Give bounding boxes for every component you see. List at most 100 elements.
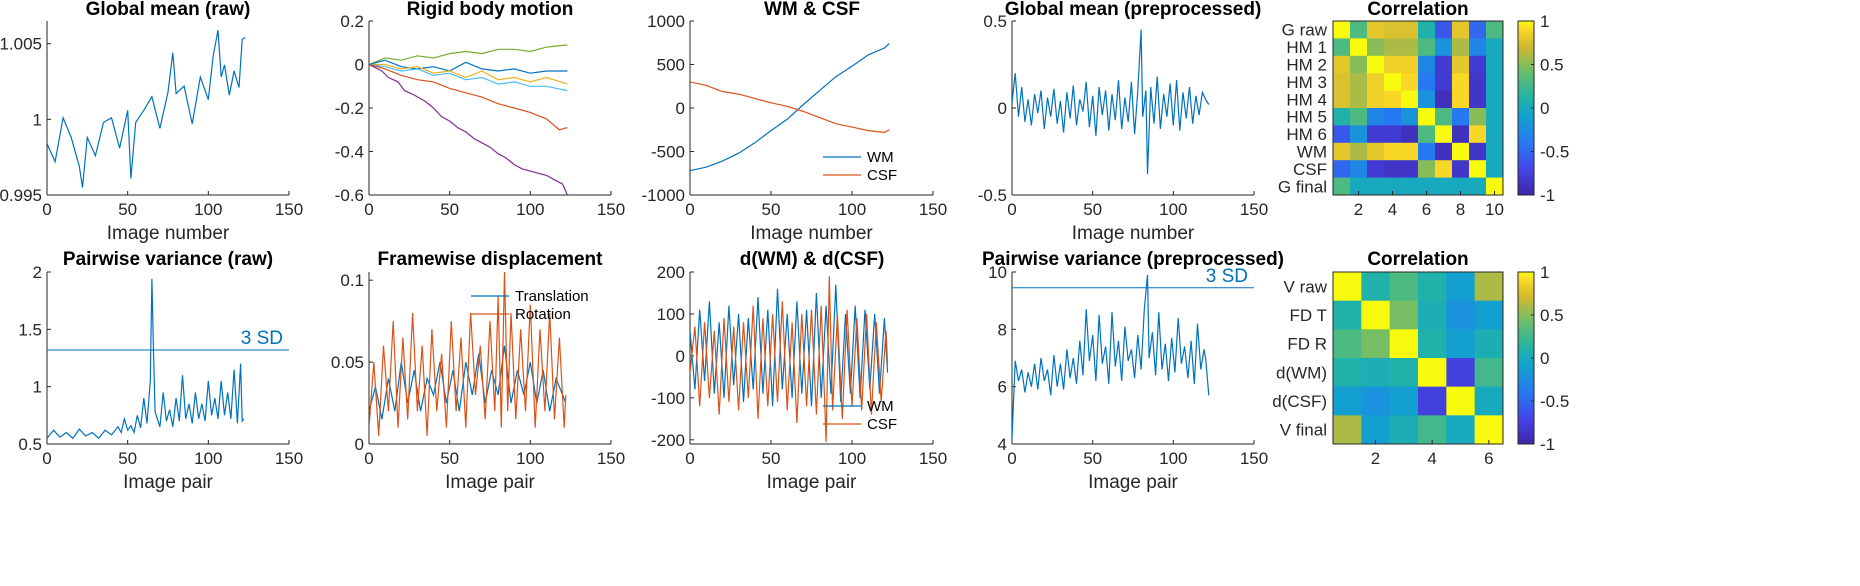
y-tick-label: -100 [651,389,685,408]
heatmap-cell [1350,73,1368,92]
heatmap-cell [1474,386,1504,416]
colorbar-tick-label: 0 [1540,99,1549,118]
panel-title: d(WM) & d(CSF) [740,249,885,270]
heatmap-cell [1486,21,1504,39]
x-tick-label: 100 [194,200,222,219]
series-line-rotation [369,272,567,436]
heatmap-cell [1474,272,1504,302]
heatmap-cell [1452,21,1470,39]
series-line-translation [369,345,567,420]
series-line-5 [369,63,568,195]
colorbar-tick-label: 0.5 [1540,306,1564,325]
row-label: HM 1 [1286,38,1327,57]
heatmap-cell [1446,386,1476,416]
x-tick-label: 150 [597,200,625,219]
heatmap-cell [1389,358,1419,388]
heatmap-cell [1418,386,1447,416]
heatmap-cell [1469,90,1487,109]
heatmap-cell [1401,160,1419,179]
series-line-csf [690,276,889,442]
panel-title: Global mean (raw) [86,0,251,20]
row-label: d(WM) [1276,363,1327,382]
x-tick-label: 6 [1484,449,1493,468]
x-tick-label: 0 [42,200,51,219]
x-tick-label: 50 [1083,449,1102,468]
heatmap-cell [1361,386,1391,416]
heatmap-cell [1418,55,1436,74]
heatmap-cell [1486,177,1504,196]
row-label: HM 6 [1286,125,1327,144]
y-tick-label: 0.2 [340,12,364,31]
heatmap-cell [1361,300,1391,330]
heatmap-cell [1367,38,1385,57]
panel-title: Rigid body motion [407,0,574,20]
y-tick-label: 0.5 [18,435,42,454]
heatmap-cell [1435,21,1453,39]
heatmap-cell [1435,55,1453,74]
heatmap-cell [1418,160,1436,179]
row-label: V final [1280,421,1327,440]
heatmap-cell [1367,108,1385,126]
heatmap-cell [1389,415,1419,445]
heatmap-cell [1384,142,1402,161]
heatmap-cell [1486,55,1504,74]
y-tick-label: -0.6 [335,186,364,205]
panel-title: Framewise displacement [378,249,604,270]
y-tick-label: -500 [651,143,685,162]
heatmap-cell [1486,160,1504,179]
heatmap-cell [1446,329,1476,359]
x-tick-label: 100 [516,200,544,219]
row-label: HM 5 [1286,108,1327,127]
heatmap-cell [1474,300,1504,330]
x-tick-label: 0 [1007,200,1016,219]
legend-label: WM [867,398,894,415]
heatmap-cell [1452,38,1470,57]
heatmap-cell [1469,73,1487,92]
heatmap-cell [1333,73,1351,92]
heatmap-cell [1384,73,1402,92]
heatmap-cell [1452,142,1470,161]
colorbar-tick-label: 0 [1540,349,1549,368]
panel-title: Pairwise variance (preprocessed) [982,249,1284,270]
heatmap-cell [1435,108,1453,126]
panel-title: Global mean (preprocessed) [1005,0,1262,20]
heatmap-cell [1384,125,1402,144]
series-line-0 [1012,29,1210,175]
series-line-0 [47,29,246,188]
heatmap-cell [1435,90,1453,109]
heatmap-cell [1469,108,1487,126]
heatmap-cell [1350,55,1368,74]
heatmap-cell [1389,272,1419,302]
heatmap-cell [1367,160,1385,179]
heatmap-cell [1350,177,1368,196]
heatmap-cell [1452,73,1470,92]
heatmap-cell [1350,125,1368,144]
heatmap-cell [1367,142,1385,161]
heatmap-cell [1361,272,1391,302]
x-tick-label: 0 [685,200,694,219]
heatmap-cell [1469,160,1487,179]
colorbar-tick-label: -0.5 [1540,392,1569,411]
heatmap-cell [1469,38,1487,57]
y-tick-label: 200 [657,263,685,282]
heatmap-cell [1469,21,1487,39]
heatmap-cell [1333,300,1362,330]
y-tick-label: 0.5 [983,12,1007,31]
y-tick-label: -200 [651,431,685,450]
legend-label: WM [867,149,894,166]
heatmap-cell [1452,125,1470,144]
x-tick-label: 150 [919,200,947,219]
colorbar-tick-label: -0.5 [1540,143,1569,162]
y-tick-label: 4 [998,435,1007,454]
heatmap-cell [1361,329,1391,359]
heatmap-cell [1333,386,1362,416]
heatmap-cell [1452,160,1470,179]
heatmap-cell [1350,38,1368,57]
y-tick-label: 0.05 [331,353,364,372]
y-tick-label: 8 [998,320,1007,339]
x-axis-label: Image pair [123,472,213,493]
heatmap-cell [1384,177,1402,196]
heatmap-cell [1384,160,1402,179]
heatmap-cell [1418,125,1436,144]
panel-title: WM & CSF [764,0,860,20]
